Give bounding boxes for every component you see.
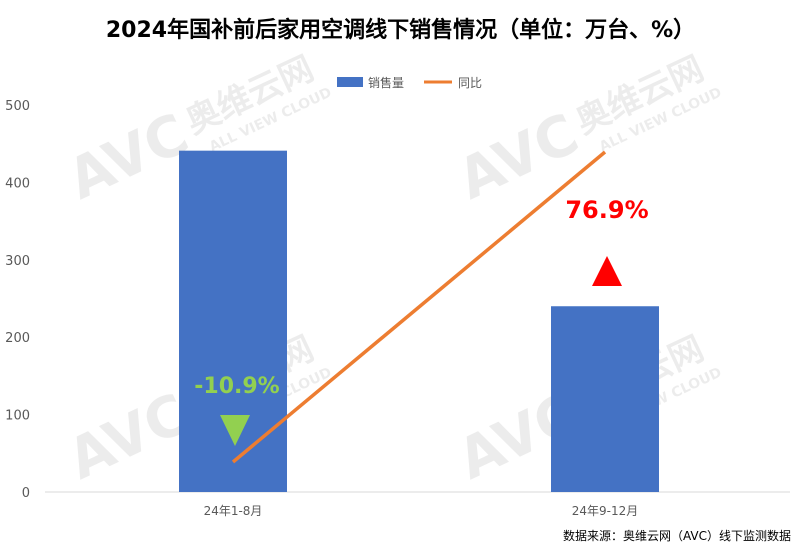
down-triangle-icon [220,415,250,446]
y-tick-label: 400 [5,176,30,191]
y-tick-label: 100 [5,409,30,424]
x-tick-label: 24年9-12月 [572,504,639,518]
svg-text:AVC: AVC [58,101,198,212]
up-triangle-icon [592,256,622,286]
y-tick-label: 500 [5,99,30,114]
svg-text:AVC: AVC [58,381,198,492]
source-note: 数据来源：奥维云网（AVC）线下监测数据 [562,529,791,543]
data-label: -10.9% [194,374,279,399]
line-series [231,150,607,464]
y-tick-label: 200 [5,331,30,346]
legend-bar-swatch [337,77,363,87]
data-label: 76.9% [565,196,648,224]
chart-title: 2024年国补前后家用空调线下销售情况（单位：万台、%） [105,18,696,43]
legend-label: 销售量 [368,75,404,90]
legend-label: 同比 [458,76,482,90]
x-tick-label: 24年1-8月 [204,504,263,518]
y-tick-label: 300 [5,254,30,269]
y-tick-label: 0 [22,486,30,501]
bar [551,306,659,492]
